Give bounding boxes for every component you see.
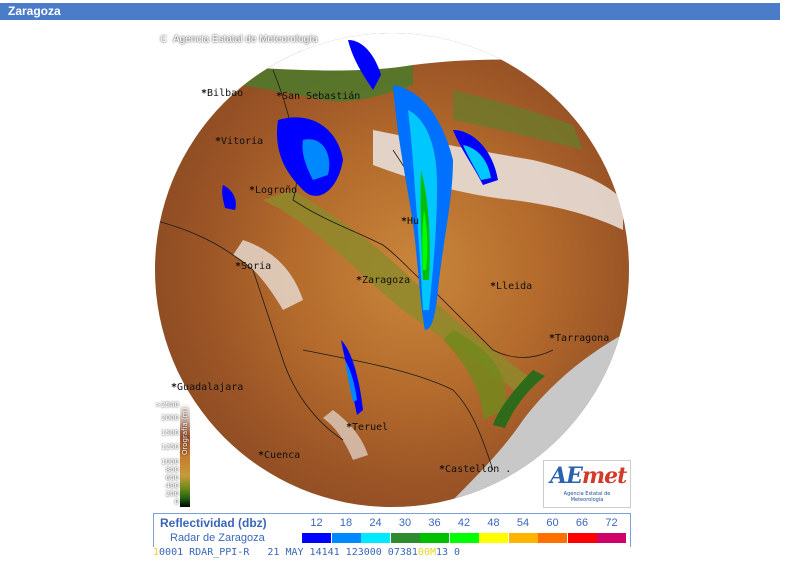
legend-step-label: 66 bbox=[575, 517, 589, 529]
terrain-layer bbox=[153, 30, 631, 510]
logo-mark: AEmet bbox=[550, 463, 627, 489]
page-title: Zaragoza bbox=[8, 4, 61, 18]
city-label: San Sebastián bbox=[276, 91, 360, 102]
legend-step-label: 30 bbox=[398, 517, 412, 529]
legend-step-label: 24 bbox=[369, 517, 382, 529]
city-label: Zaragoza bbox=[356, 275, 410, 286]
credit-text: Agencia Estatal de Meteorología bbox=[173, 34, 318, 45]
legend-step-label: 60 bbox=[546, 517, 559, 529]
orography-tick: 600 bbox=[165, 474, 179, 482]
legend-swatch bbox=[390, 533, 420, 543]
legend-step-label: 54 bbox=[516, 517, 530, 529]
legend-subtitle: Radar de Zaragoza bbox=[170, 532, 265, 544]
legend-title: Reflectividad (dbz) bbox=[160, 516, 267, 530]
status-ticker: 10001 RDAR_PPI-R 21 MAY 14141 123000 073… bbox=[153, 547, 631, 559]
orography-tick: 1500 bbox=[161, 429, 179, 437]
city-label: Logroño bbox=[249, 185, 297, 196]
orography-tick: 1000 bbox=[161, 458, 179, 466]
aemet-logo: AEmet Agencia Estatal de Meteorología bbox=[543, 460, 631, 508]
legend-swatch bbox=[361, 533, 390, 543]
ticker-highlight: 00M bbox=[417, 547, 436, 558]
logo-mark-a: AE bbox=[550, 463, 583, 489]
city-label: Tarragona bbox=[549, 333, 609, 344]
orography-tick: >2500 bbox=[155, 401, 179, 409]
legend-swatch bbox=[449, 533, 479, 543]
city-label: Hu bbox=[401, 216, 419, 227]
city-label: Bilbao bbox=[201, 88, 243, 99]
legend-step-label: 18 bbox=[339, 517, 353, 529]
orography-color-bar bbox=[180, 403, 190, 507]
ticker-suffix: 13 0 bbox=[435, 547, 461, 558]
city-label: Vitoria bbox=[215, 136, 263, 147]
legend-swatch bbox=[420, 533, 449, 543]
orography-title: Orografía (m) bbox=[181, 407, 189, 455]
legend-swatch bbox=[479, 533, 508, 543]
orography-tick: 800 bbox=[165, 466, 179, 474]
city-label: Cuenca bbox=[258, 450, 300, 461]
reflectivity-legend: Reflectividad (dbz) Radar de Zaragoza 12… bbox=[153, 513, 631, 548]
ticker-text: 0001 RDAR_PPI-R 21 MAY 14141 123000 0738… bbox=[159, 547, 418, 558]
orography-tick: 400 bbox=[165, 482, 179, 490]
city-label: Soria bbox=[235, 261, 271, 272]
city-label: Teruel bbox=[346, 422, 388, 433]
credit-label: C Agencia Estatal de Meteorología bbox=[157, 33, 318, 46]
legend-swatch bbox=[508, 533, 538, 543]
legend-step-label: 36 bbox=[428, 517, 441, 529]
city-label: Lleida bbox=[490, 281, 532, 292]
legend-swatch bbox=[302, 533, 331, 543]
orography-tick: 2000 bbox=[161, 414, 179, 422]
legend-swatch bbox=[538, 533, 567, 543]
legend-step-label: 42 bbox=[457, 517, 471, 529]
ticker-prefix: 1 bbox=[153, 547, 160, 558]
header-bar: Zaragoza bbox=[0, 3, 780, 20]
orography-tick: 0 bbox=[174, 498, 179, 506]
city-label: Guadalajara bbox=[171, 382, 243, 393]
legend-step-label: 72 bbox=[605, 517, 618, 529]
legend-swatch bbox=[597, 533, 626, 543]
legend-swatch bbox=[331, 533, 361, 543]
logo-subtitle: Agencia Estatal de Meteorología bbox=[563, 491, 611, 503]
legend-swatch bbox=[567, 533, 597, 543]
city-label: Castellon . bbox=[439, 464, 511, 475]
logo-mark-b: met bbox=[581, 463, 627, 489]
copyright-icon: C bbox=[157, 33, 170, 46]
orography-tick: 1250 bbox=[161, 443, 179, 451]
legend-step-label: 48 bbox=[487, 517, 500, 529]
legend-step-label: 12 bbox=[310, 517, 323, 529]
orography-tick: 200 bbox=[165, 490, 179, 498]
